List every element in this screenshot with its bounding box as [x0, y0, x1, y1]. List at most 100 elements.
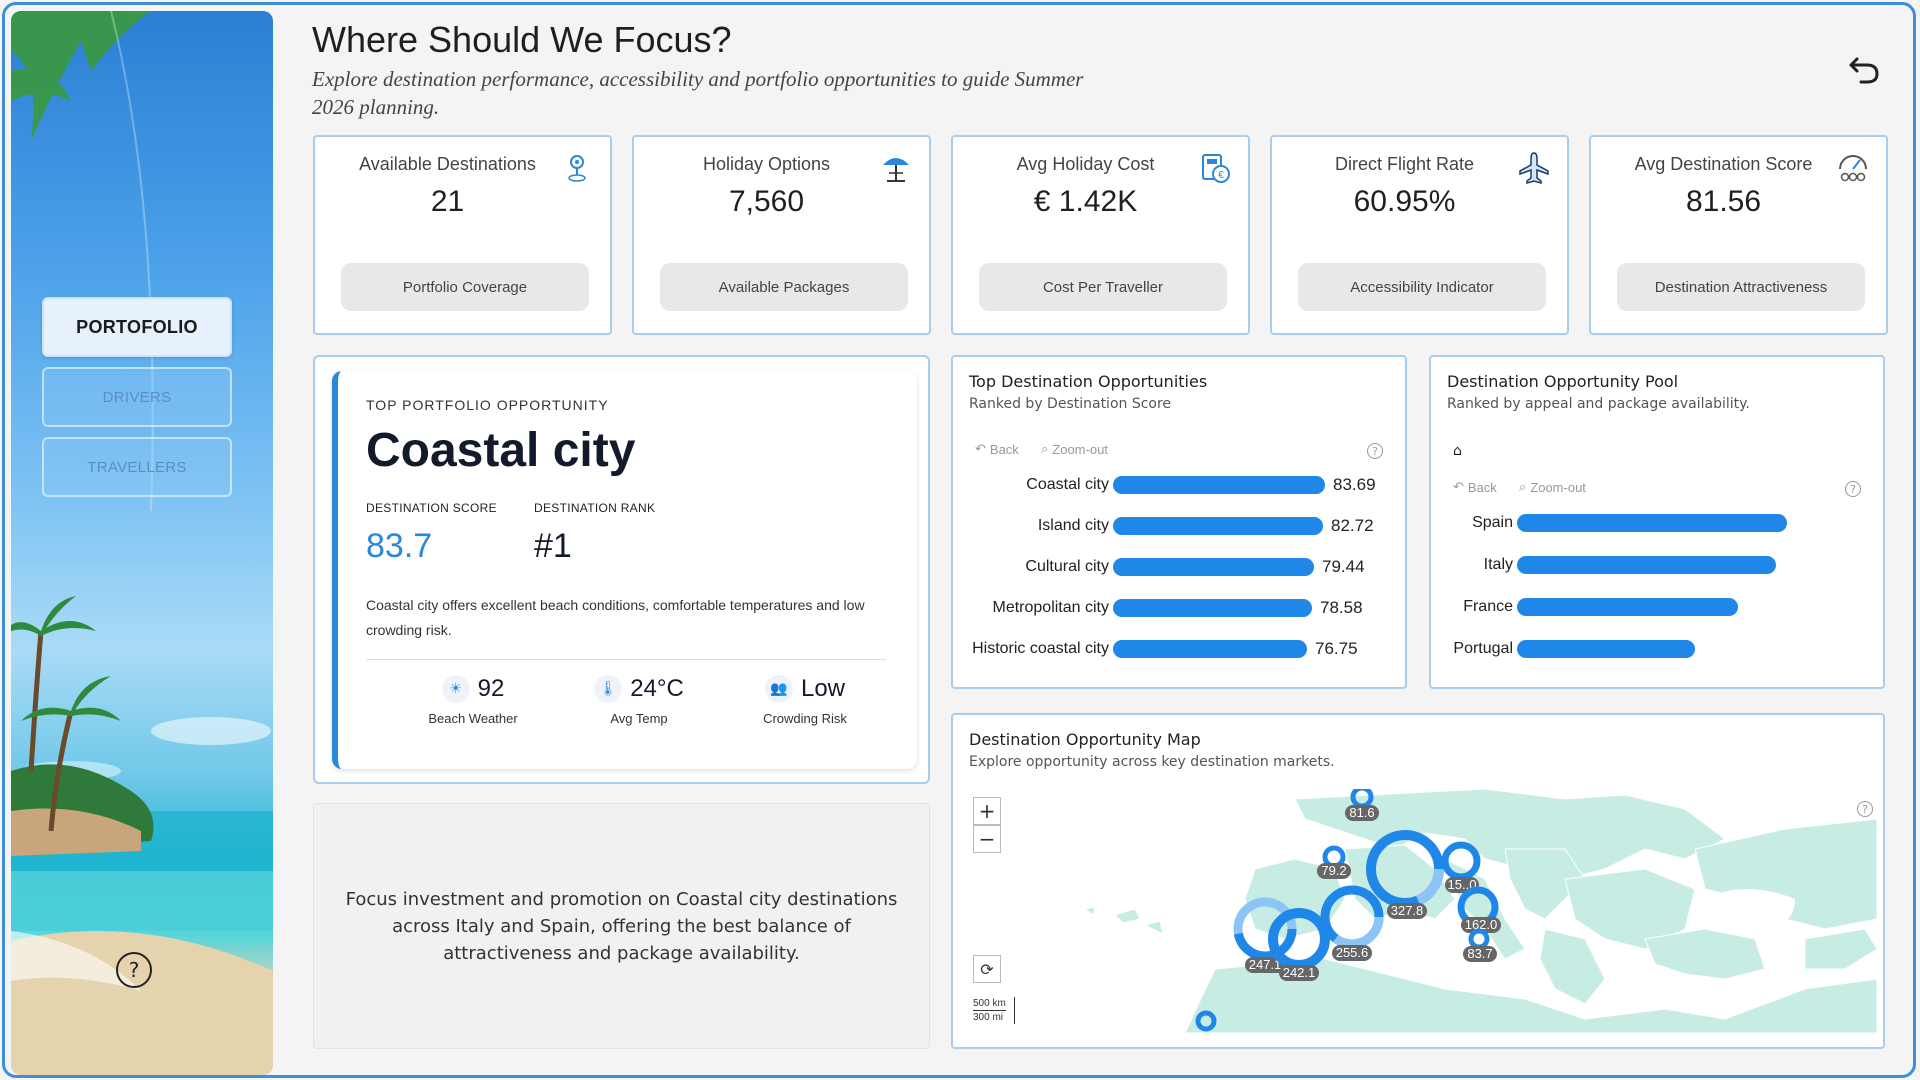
kpi-card-avg-destination-score: Avg Destination Score 81.56 Destination … — [1589, 135, 1888, 335]
portfolio-coverage-button[interactable]: Portfolio Coverage — [341, 263, 589, 311]
svg-text:81.6: 81.6 — [1349, 805, 1374, 820]
bar[interactable] — [1113, 599, 1312, 617]
destination-rank-value: #1 — [534, 527, 572, 565]
metric-beach-weather: ☀ 92 Beach Weather — [408, 675, 538, 726]
rank-label: DESTINATION RANK — [534, 501, 656, 515]
bar[interactable] — [1113, 640, 1307, 658]
bar-row[interactable]: Portugal — [1441, 640, 1695, 658]
recommendation-text: Focus investment and promotion on Coasta… — [313, 803, 930, 1049]
bubble-83-7[interactable]: 83.7 — [1463, 928, 1497, 962]
bubble-small[interactable] — [1195, 1010, 1217, 1032]
bubble-247-1[interactable]: 247.1 — [1233, 897, 1297, 973]
bar[interactable] — [1113, 517, 1323, 535]
map-canvas[interactable]: 81.6 79.2 327.8 15..0 162.0 83.7 247.1 2… — [965, 789, 1877, 1033]
metric-crowding-risk: 👥 Low Crowding Risk — [740, 675, 870, 726]
panel-subtitle: Ranked by Destination Score — [969, 396, 1172, 412]
question-icon[interactable]: ? — [1845, 481, 1861, 497]
bar-row[interactable]: Coastal city 83.69 — [963, 475, 1376, 495]
bar-row[interactable]: Italy — [1441, 556, 1776, 574]
svg-text:327.8: 327.8 — [1391, 903, 1424, 918]
bar[interactable] — [1113, 476, 1325, 494]
zoom-out-label: Zoom-out — [1052, 441, 1108, 457]
kpi-card-avg-holiday-cost: Avg Holiday Cost € 1.42K € Cost Per Trav… — [951, 135, 1250, 335]
scale-km: 500 km — [973, 998, 1006, 1009]
bar[interactable] — [1517, 514, 1787, 532]
bubble-162-0[interactable]: 162.0 — [1457, 886, 1501, 933]
zoom-out-button[interactable]: ⌕ Zoom-out — [1519, 479, 1586, 495]
panel-subtitle: Explore opportunity across key destinati… — [969, 754, 1335, 770]
nav-travellers-button[interactable]: TRAVELLERS — [42, 437, 232, 497]
opportunity-name: Coastal city — [366, 424, 636, 477]
map-pin-icon — [568, 155, 586, 182]
bubble-327-8[interactable]: 327.8 — [1366, 830, 1444, 919]
top-destinations-panel: Top Destination Opportunities Ranked by … — [951, 355, 1407, 689]
question-icon[interactable]: ? — [1367, 443, 1383, 459]
opportunity-map-panel: Destination Opportunity Map Explore oppo… — [951, 713, 1885, 1049]
metric-value: 24°C — [630, 675, 684, 702]
metric-value: 92 — [477, 675, 505, 702]
bar-label: Island city — [1037, 517, 1109, 534]
zoom-out-button[interactable]: ⌕ Zoom-out — [1041, 441, 1108, 457]
bar-label: Portugal — [1453, 640, 1513, 657]
kpi-card-holiday-options: Holiday Options 7,560 Available Packages — [632, 135, 931, 335]
svg-text:€: € — [1218, 170, 1224, 181]
bar-row[interactable]: Cultural city 79.44 — [963, 557, 1365, 577]
help-icon: ? — [128, 958, 140, 982]
svg-text:15..0: 15..0 — [1448, 877, 1477, 892]
nav-drivers-button[interactable]: DRIVERS — [42, 367, 232, 427]
metric-avg-temp: 🌡 24°C Avg Temp — [574, 675, 704, 726]
bubble-79-2[interactable]: 79.2 — [1317, 845, 1351, 879]
back-label: Back — [1467, 479, 1497, 495]
bar[interactable] — [1113, 558, 1314, 576]
thermometer-icon: 🌡 — [594, 675, 623, 703]
bar-row[interactable]: Island city 82.72 — [963, 516, 1374, 536]
bubble-81-6[interactable]: 81.6 — [1345, 789, 1379, 821]
question-icon[interactable]: ? — [1857, 801, 1873, 817]
bubble-255-6[interactable]: 255.6 — [1320, 885, 1384, 961]
bar-value: 78.58 — [1320, 598, 1363, 617]
nav-portofolio-button[interactable]: PORTOFOLIO — [42, 297, 232, 357]
cost-calculator-icon: € — [1202, 154, 1230, 183]
kpi-title: Direct Flight Rate — [1334, 154, 1475, 174]
kpi-title: Available Destinations — [359, 154, 536, 174]
panel-title: Top Destination Opportunities — [969, 372, 1208, 391]
metric-label: Avg Temp — [610, 711, 668, 726]
zoom-out-label: Zoom-out — [1530, 479, 1586, 495]
people-icon: 👥 — [764, 675, 793, 703]
top-opportunity-inner: TOP PORTFOLIO OPPORTUNITY Coastal city D… — [332, 371, 917, 769]
panel-title: Destination Opportunity Pool — [1447, 372, 1679, 391]
undo-icon[interactable] — [1845, 49, 1885, 89]
available-packages-button[interactable]: Available Packages — [660, 263, 908, 311]
kpi-title: Avg Destination Score — [1634, 154, 1813, 174]
bar[interactable] — [1517, 640, 1695, 658]
bar-label: France — [1463, 598, 1513, 615]
accessibility-indicator-button[interactable]: Accessibility Indicator — [1298, 263, 1546, 311]
bar[interactable] — [1517, 598, 1738, 616]
refresh-icon[interactable]: ⟳ — [973, 955, 1001, 983]
zoom-in-button[interactable]: + — [973, 797, 1001, 825]
help-button[interactable]: ? — [116, 952, 152, 988]
back-button[interactable]: ↶ Back — [1453, 479, 1497, 495]
home-icon[interactable]: ⌂ — [1453, 443, 1462, 459]
kpi-value: 81.56 — [1685, 185, 1762, 218]
bar-row[interactable]: France — [1441, 598, 1738, 616]
bar-label: Coastal city — [1026, 476, 1109, 493]
svg-text:242.1: 242.1 — [1283, 965, 1316, 980]
cost-per-traveller-button[interactable]: Cost Per Traveller — [979, 263, 1227, 311]
back-button[interactable]: ↶ Back — [975, 441, 1019, 457]
bar-row[interactable]: Metropolitan city 78.58 — [963, 598, 1363, 618]
bar-label: Spain — [1472, 514, 1513, 531]
bar-label: Cultural city — [1025, 558, 1109, 575]
europe-map: 81.6 79.2 327.8 15..0 162.0 83.7 247.1 2… — [1083, 789, 1877, 1033]
bar-row[interactable]: Historic coastal city 76.75 — [963, 639, 1358, 659]
bar-label: Metropolitan city — [992, 599, 1110, 616]
bubble-242-1[interactable]: 242.1 — [1268, 908, 1330, 981]
svg-text:162.0: 162.0 — [1465, 917, 1498, 932]
bar[interactable] — [1517, 556, 1776, 574]
zoom-out-map-button[interactable]: − — [973, 825, 1001, 853]
magnifier-icon: ⌕ — [1041, 441, 1049, 456]
bar-row[interactable]: Spain — [1441, 514, 1787, 532]
destination-attractiveness-button[interactable]: Destination Attractiveness — [1617, 263, 1865, 311]
panel-subtitle: Ranked by appeal and package availabilit… — [1447, 396, 1750, 412]
